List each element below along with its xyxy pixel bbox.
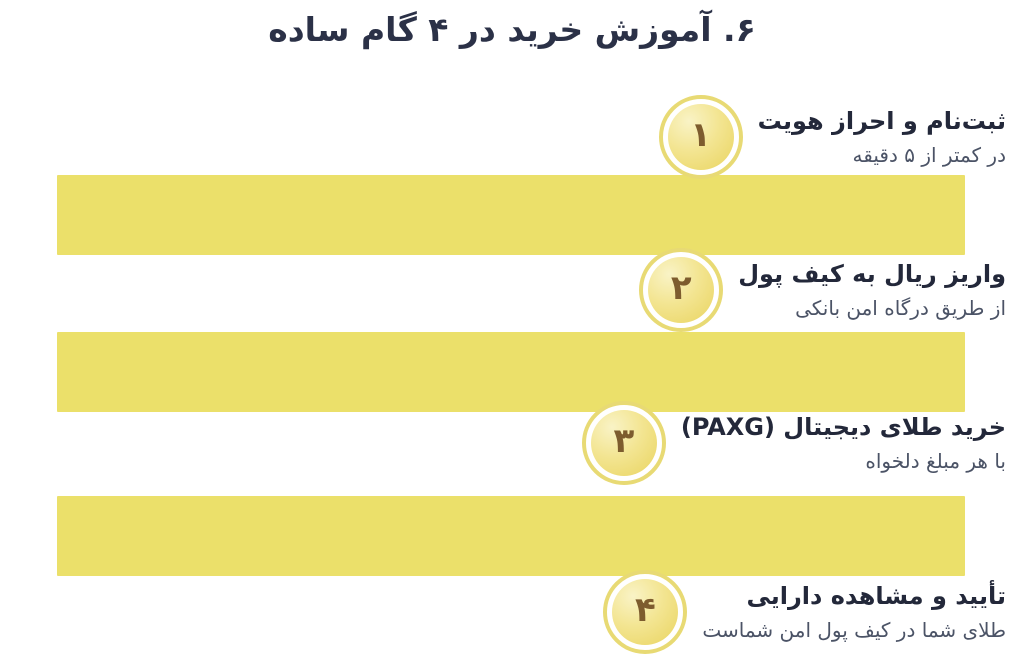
step-number-badge: ۱ xyxy=(658,95,743,179)
coin-circle: ۳ xyxy=(590,410,657,476)
step-row-3: خرید طلای دیجیتال (PAXG) با هر مبلغ دلخو… xyxy=(581,400,1006,486)
step-number-badge: ۳ xyxy=(581,401,666,485)
step-subtitle: طلای شما در کیف پول امن شماست xyxy=(702,617,1006,642)
step-row-2: واریز ریال به کیف پول از طریق درگاه امن … xyxy=(639,247,1006,333)
highlight-bar-2 xyxy=(57,332,965,412)
coin-circle: ۴ xyxy=(612,579,679,645)
page-title: ۶. آموزش خرید در ۴ گام ساده xyxy=(268,10,756,49)
step-subtitle: با هر مبلغ دلخواه xyxy=(865,448,1006,473)
highlight-bar-3 xyxy=(57,496,965,576)
step-row-4: تأیید و مشاهده دارایی طلای شما در کیف پو… xyxy=(603,569,1006,655)
step-title: ثبت‌نام و احراز هویت xyxy=(757,107,1006,136)
coin-circle: ۲ xyxy=(648,257,715,323)
step-subtitle: از طریق درگاه امن بانکی xyxy=(795,295,1006,320)
step-number-badge: ۴ xyxy=(603,570,688,654)
step-number: ۱ xyxy=(690,115,711,155)
step-title: تأیید و مشاهده دارایی xyxy=(746,582,1006,611)
step-number-badge: ۲ xyxy=(639,248,724,332)
step-subtitle: در کمتر از ۵ دقیقه xyxy=(852,142,1006,167)
step-row-1: ثبت‌نام و احراز هویت در کمتر از ۵ دقیقه … xyxy=(658,94,1006,180)
coin-circle: ۱ xyxy=(667,104,734,170)
step-number: ۳ xyxy=(613,421,635,461)
step-number: ۲ xyxy=(670,268,692,308)
highlight-bar-1 xyxy=(57,175,965,255)
step-number: ۴ xyxy=(635,590,656,630)
step-title: خرید طلای دیجیتال (PAXG) xyxy=(680,413,1006,442)
step-title: واریز ریال به کیف پول xyxy=(738,260,1006,289)
